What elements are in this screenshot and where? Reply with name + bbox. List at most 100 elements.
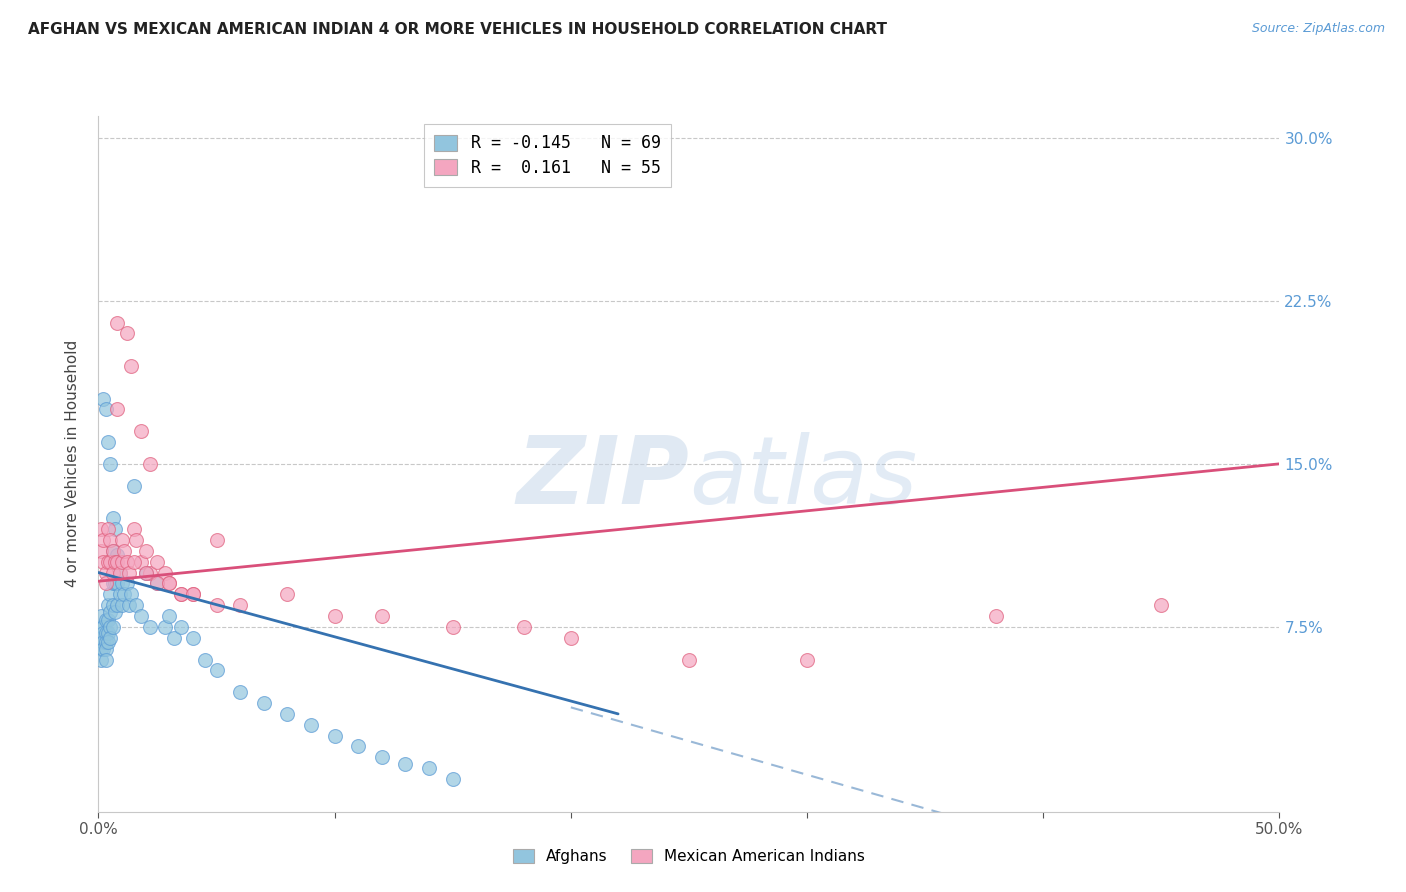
Point	[139, 566, 162, 580]
Point	[90, 641, 112, 656]
Point	[97, 555, 120, 569]
Point	[101, 620, 124, 634]
Point	[101, 511, 124, 525]
Point	[90, 652, 112, 666]
Point	[118, 566, 141, 580]
Point	[90, 522, 112, 536]
Point	[129, 424, 152, 438]
Point	[115, 326, 138, 341]
Point	[111, 598, 134, 612]
Y-axis label: 4 or more Vehicles in Household: 4 or more Vehicles in Household	[65, 340, 80, 588]
Point	[205, 598, 228, 612]
Point	[205, 533, 228, 547]
Point	[229, 598, 252, 612]
Point	[101, 566, 124, 580]
Point	[94, 641, 117, 656]
Point	[94, 635, 117, 649]
Point	[323, 729, 346, 743]
Point	[91, 641, 114, 656]
Point	[104, 605, 127, 619]
Point	[122, 522, 145, 536]
Point	[97, 598, 120, 612]
Point	[101, 543, 124, 558]
Text: atlas: atlas	[689, 433, 917, 524]
Point	[229, 685, 252, 699]
Point	[105, 576, 128, 591]
Text: AFGHAN VS MEXICAN AMERICAN INDIAN 4 OR MORE VEHICLES IN HOUSEHOLD CORRELATION CH: AFGHAN VS MEXICAN AMERICAN INDIAN 4 OR M…	[28, 22, 887, 37]
Point	[108, 566, 131, 580]
Point	[418, 761, 440, 775]
Point	[105, 316, 128, 330]
Text: ZIP: ZIP	[516, 432, 689, 524]
Point	[97, 522, 120, 536]
Point	[104, 555, 127, 569]
Point	[121, 587, 143, 601]
Point	[394, 756, 416, 771]
Point	[115, 555, 138, 569]
Point	[111, 533, 134, 547]
Point	[94, 566, 117, 580]
Point	[122, 478, 145, 492]
Point	[112, 587, 135, 601]
Point	[105, 402, 128, 417]
Point	[97, 614, 120, 628]
Point	[170, 587, 193, 601]
Point	[108, 566, 131, 580]
Point	[105, 598, 128, 612]
Point	[97, 435, 120, 450]
Point	[91, 555, 114, 569]
Point	[139, 620, 162, 634]
Point	[90, 543, 112, 558]
Point	[90, 631, 112, 645]
Point	[94, 652, 117, 666]
Text: Source: ZipAtlas.com: Source: ZipAtlas.com	[1251, 22, 1385, 36]
Point	[157, 576, 180, 591]
Point	[94, 576, 117, 591]
Point	[91, 626, 114, 640]
Point	[276, 587, 298, 601]
Point	[91, 533, 114, 547]
Point	[98, 555, 121, 569]
Point	[104, 522, 127, 536]
Point	[135, 566, 157, 580]
Point	[323, 609, 346, 624]
Point	[104, 555, 127, 569]
Point	[129, 555, 152, 569]
Point	[139, 457, 162, 471]
Point	[105, 555, 128, 569]
Point	[441, 772, 464, 786]
Point	[276, 706, 298, 721]
Point	[91, 635, 114, 649]
Point	[98, 620, 121, 634]
Point	[796, 652, 818, 666]
Point	[90, 609, 112, 624]
Point	[146, 555, 169, 569]
Point	[146, 576, 169, 591]
Point	[441, 620, 464, 634]
Point	[94, 626, 117, 640]
Point	[104, 576, 127, 591]
Point	[299, 717, 322, 731]
Point	[121, 359, 143, 373]
Point	[146, 576, 169, 591]
Point	[97, 635, 120, 649]
Point	[98, 533, 121, 547]
Point	[97, 626, 120, 640]
Point	[371, 750, 394, 764]
Point	[157, 576, 180, 591]
Point	[111, 576, 134, 591]
Point	[94, 402, 117, 417]
Point	[125, 533, 148, 547]
Point	[253, 696, 276, 710]
Point	[1150, 598, 1173, 612]
Point	[98, 587, 121, 601]
Point	[170, 587, 193, 601]
Point	[678, 652, 700, 666]
Point	[91, 392, 114, 406]
Point	[371, 609, 394, 624]
Point	[94, 614, 117, 628]
Point	[181, 587, 204, 601]
Point	[153, 620, 176, 634]
Point	[157, 609, 180, 624]
Point	[108, 587, 131, 601]
